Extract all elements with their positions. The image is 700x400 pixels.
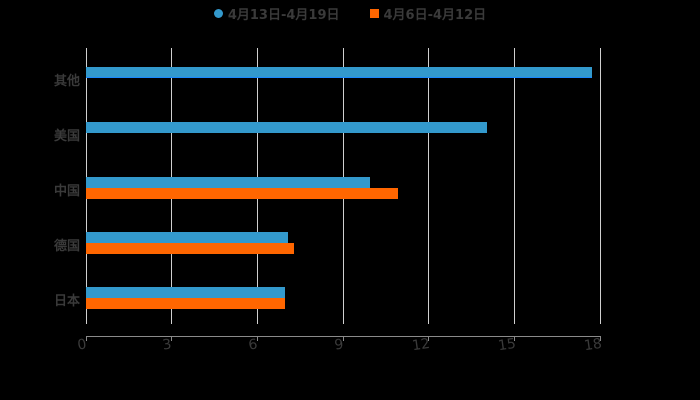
x-tick xyxy=(86,336,87,341)
y-category-label: 日本 xyxy=(53,294,80,309)
x-tick xyxy=(428,336,429,341)
x-tick-label: 12 xyxy=(411,335,431,355)
x-tick-label: 9 xyxy=(333,336,345,354)
x-tick xyxy=(257,336,258,341)
chart-legend: 4月13日-4月19日 4月6日-4月12日 xyxy=(0,4,700,23)
legend-label-series1: 4月13日-4月19日 xyxy=(227,7,340,23)
legend-label-series2: 4月6日-4月12日 xyxy=(383,7,487,23)
x-tick-label: 3 xyxy=(161,336,173,354)
x-tick xyxy=(343,336,344,341)
gridline xyxy=(514,48,515,324)
y-category-label: 美国 xyxy=(53,129,80,144)
x-tick xyxy=(600,336,601,341)
x-tick xyxy=(171,336,172,341)
legend-item-series1[interactable]: 4月13日-4月19日 xyxy=(213,4,340,23)
x-tick-label: 6 xyxy=(247,336,259,354)
bar-zhongguo-series1[interactable] xyxy=(86,177,370,188)
bar-riben-series2[interactable] xyxy=(86,298,285,309)
x-tick-label: 0 xyxy=(76,336,88,354)
x-tick xyxy=(514,336,515,341)
y-category-label: 中国 xyxy=(53,184,80,199)
bar-deguo-series2[interactable] xyxy=(86,243,294,254)
y-category-label: 德国 xyxy=(53,239,80,254)
legend-item-series2[interactable]: 4月6日-4月12日 xyxy=(369,4,487,23)
x-tick-label: 18 xyxy=(583,335,603,355)
bar-qita-series1[interactable] xyxy=(86,67,592,78)
y-category-label: 其他 xyxy=(53,74,80,89)
x-tick-label: 15 xyxy=(497,335,517,355)
bar-riben-series1[interactable] xyxy=(86,287,285,298)
bar-meiguo-series1[interactable] xyxy=(86,122,487,133)
bar-zhongguo-series2[interactable] xyxy=(86,188,398,199)
bar-deguo-series1[interactable] xyxy=(86,232,288,243)
gridline xyxy=(600,48,601,324)
gridline xyxy=(428,48,429,324)
legend-dot-icon xyxy=(213,8,223,18)
legend-square-icon xyxy=(369,8,379,18)
